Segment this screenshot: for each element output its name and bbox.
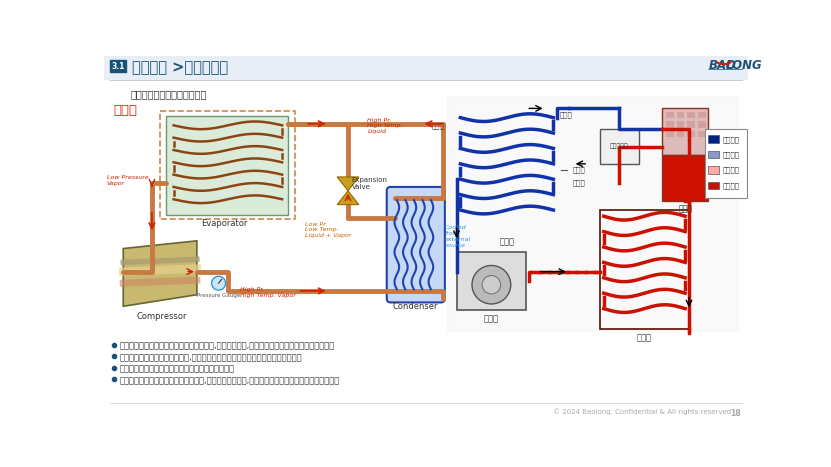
- Bar: [661, 108, 708, 155]
- Text: LONG: LONG: [726, 59, 763, 72]
- Text: 视液镜: 视液镜: [573, 180, 586, 186]
- Text: Pressure Gauge: Pressure Gauge: [197, 293, 240, 298]
- Text: 冷凝器: 冷凝器: [637, 333, 652, 342]
- Text: 压缩机将制冷剂气体压缩成高温高压的气体,进入冷凝器后,制冷剂气体被冷凝成高温高压的液体；: 压缩机将制冷剂气体压缩成高温高压的气体,进入冷凝器后,制冷剂气体被冷凝成高温高压…: [120, 342, 335, 351]
- Text: © 2024 Baolong. Confidential & All rights reserved: © 2024 Baolong. Confidential & All right…: [553, 409, 731, 415]
- Bar: [160, 112, 295, 219]
- Text: Evaporator: Evaporator: [201, 219, 247, 228]
- Text: 电磁阀: 电磁阀: [573, 167, 586, 173]
- Text: 压缩机: 压缩机: [484, 314, 499, 323]
- Bar: [666, 131, 673, 137]
- Text: Low Pr.
Low Temp.
Liquid + Vapor: Low Pr. Low Temp. Liquid + Vapor: [305, 221, 352, 238]
- Bar: [698, 131, 706, 137]
- Bar: [705, 129, 747, 198]
- Bar: [676, 121, 685, 127]
- FancyBboxPatch shape: [386, 187, 445, 303]
- Bar: [708, 151, 719, 158]
- Bar: [708, 135, 719, 143]
- Text: 3.1: 3.1: [111, 62, 125, 71]
- Bar: [676, 112, 685, 119]
- Bar: [698, 112, 706, 119]
- Text: Compressor: Compressor: [137, 312, 187, 321]
- Circle shape: [472, 265, 511, 304]
- Bar: [456, 252, 526, 310]
- Bar: [687, 121, 696, 127]
- Circle shape: [482, 276, 500, 294]
- Text: Condenser: Condenser: [393, 303, 438, 311]
- Text: 干燥过滤器: 干燥过滤器: [610, 143, 628, 149]
- Text: 蒸发器内的制冷剂吸热不蒸发器断蒸发,最后完全变成气体,通过膨胀阀回到压缩机，完成整个循环。: 蒸发器内的制冷剂吸热不蒸发器断蒸发,最后完全变成气体,通过膨胀阀回到压缩机，完成…: [120, 376, 340, 385]
- Bar: [661, 155, 708, 201]
- Polygon shape: [337, 177, 359, 191]
- FancyBboxPatch shape: [166, 116, 288, 215]
- Text: 高压液态: 高压液态: [722, 182, 740, 189]
- Bar: [708, 166, 719, 174]
- Text: 直冷板: 直冷板: [113, 104, 137, 117]
- Text: Low Pressure
Vapor: Low Pressure Vapor: [107, 176, 149, 186]
- Bar: [104, 56, 748, 79]
- Text: 低压气态: 低压气态: [722, 151, 740, 158]
- Text: 低压液态: 低压液态: [722, 136, 740, 142]
- Text: 蒸发器: 蒸发器: [499, 237, 514, 246]
- Text: Cooled
from
external
source: Cooled from external source: [445, 226, 471, 248]
- Polygon shape: [337, 191, 359, 205]
- Bar: [666, 112, 673, 119]
- Text: 感温包: 感温包: [432, 122, 445, 128]
- Text: 排脂阀: 排脂阀: [559, 111, 573, 118]
- Bar: [676, 131, 685, 137]
- Bar: [708, 182, 719, 189]
- Bar: [687, 131, 696, 137]
- Text: 储液罐: 储液罐: [678, 204, 692, 213]
- Text: High Pr.
High Temp.
Liquid: High Pr. High Temp. Liquid: [367, 118, 403, 134]
- Bar: [600, 129, 639, 164]
- Text: 直冷板工作原理类似于空调：: 直冷板工作原理类似于空调：: [131, 89, 208, 99]
- Text: 蒸发器可以是车舱空调，也可以是电池包内的冷板；: 蒸发器可以是车舱空调，也可以是电池包内的冷板；: [120, 365, 234, 374]
- Text: High Pr.
High Temp. Vapor: High Pr. High Temp. Vapor: [239, 287, 295, 298]
- Bar: [600, 210, 689, 329]
- Bar: [447, 96, 738, 331]
- Polygon shape: [123, 241, 197, 306]
- Text: Expansion
Valve: Expansion Valve: [352, 177, 388, 190]
- Text: 高温高压的液体通过膨胀阀膨胀,变成低温低压的气液混合态两相流，进入蒸发器；: 高温高压的液体通过膨胀阀膨胀,变成低温低压的气液混合态两相流，进入蒸发器；: [120, 353, 302, 362]
- Text: 冷媒直冷 >直冷板原理: 冷媒直冷 >直冷板原理: [132, 60, 228, 75]
- Text: BAO: BAO: [708, 59, 736, 72]
- Circle shape: [212, 276, 225, 290]
- Bar: [666, 121, 673, 127]
- Bar: [110, 60, 125, 72]
- Bar: [687, 112, 696, 119]
- Bar: [698, 121, 706, 127]
- Text: 高压气态: 高压气态: [722, 167, 740, 173]
- Text: 18: 18: [730, 409, 740, 417]
